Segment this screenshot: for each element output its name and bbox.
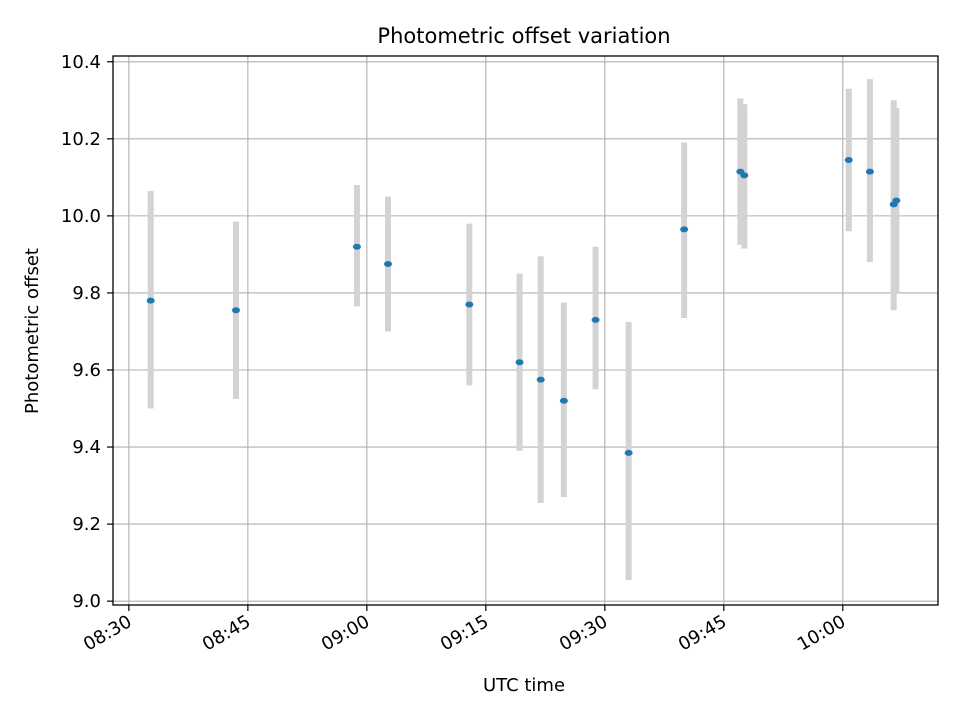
data-point [465,301,474,308]
data-point [680,226,689,233]
chart-title: Photometric offset variation [377,24,670,48]
data-points [146,157,901,456]
data-point [844,157,853,164]
y-tick-label: 9.6 [72,360,101,381]
x-axis-label: UTC time [483,675,565,696]
y-tick-label: 9.2 [72,514,101,535]
data-point [384,261,392,268]
plot-frame [112,55,939,606]
y-tick-label: 9.8 [72,283,101,304]
y-tick-label: 10.4 [61,52,101,73]
data-point [352,243,361,250]
data-point [536,376,545,383]
data-point [624,449,633,456]
data-point [515,359,524,366]
y-tick-label: 9.4 [72,437,101,458]
grid [113,56,938,605]
data-point [591,316,600,323]
y-tick-label: 9.0 [72,591,101,612]
data-point [892,197,901,204]
y-axis-label: Photometric offset [22,248,43,414]
data-point [231,307,240,314]
y-tick-label: 10.0 [61,206,101,227]
y-axis-ticks: 9.0 9.2 9.4 9.6 9.8 10.0 10.2 10.4 [61,52,113,612]
data-point [146,297,155,304]
data-point [865,168,874,175]
data-point [740,172,749,179]
y-tick-label: 10.2 [61,129,101,150]
data-point [559,397,568,404]
